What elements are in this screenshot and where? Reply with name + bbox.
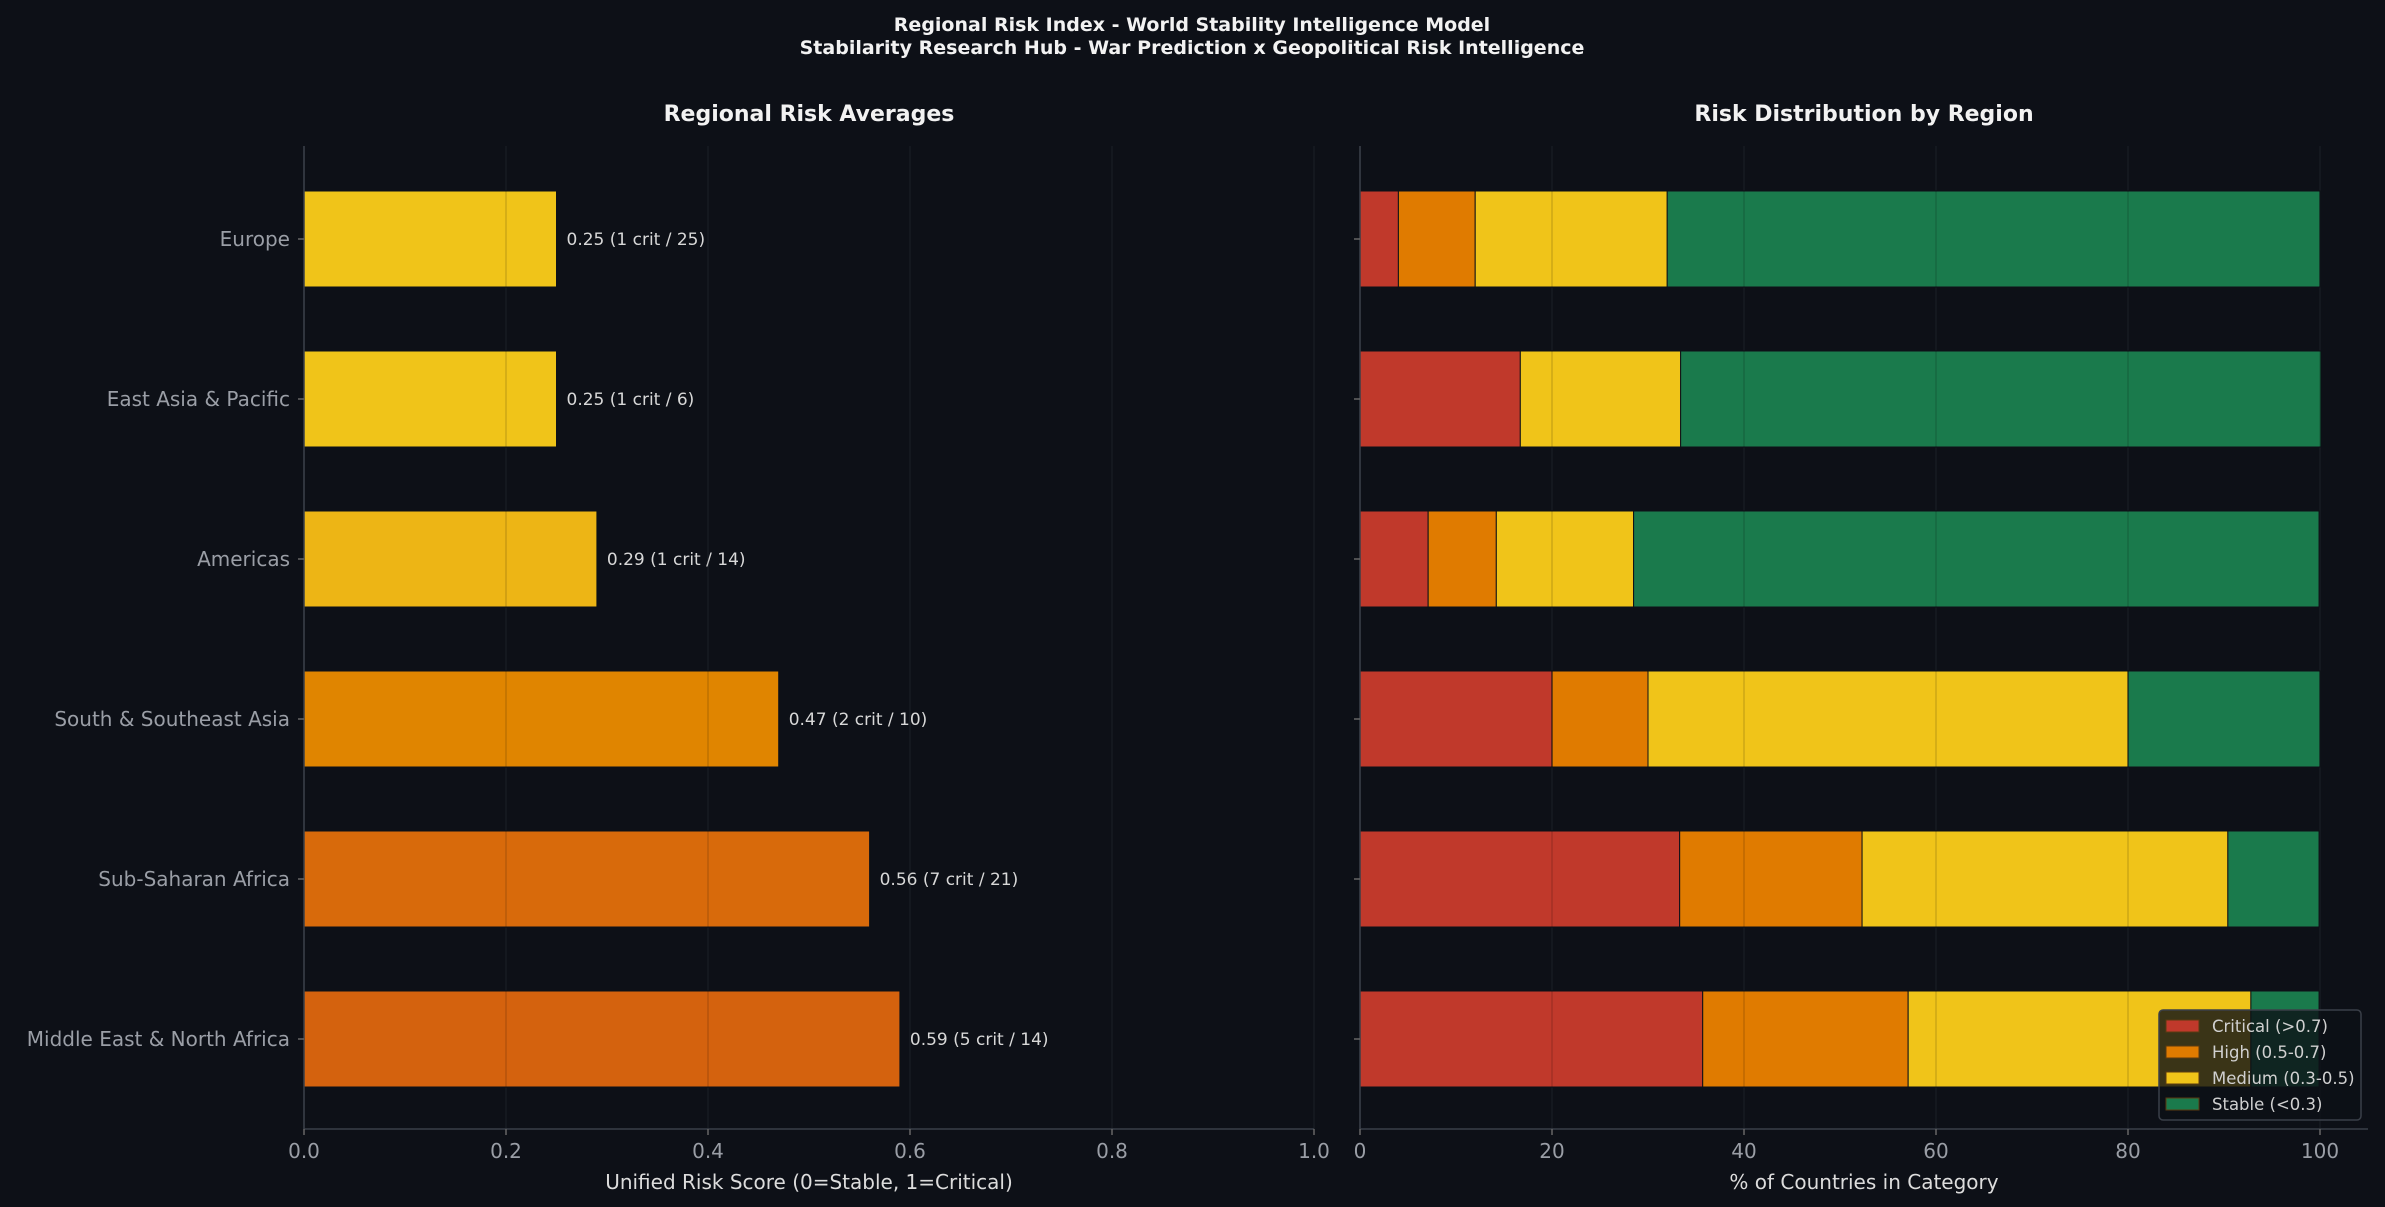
bar-value-label: 0.25 (1 crit / 6): [567, 390, 695, 410]
x-tick-label: 0.0: [288, 1139, 320, 1163]
y-tick-label: East Asia & Pacific: [107, 387, 290, 411]
legend-label: Stable (<0.3): [2212, 1095, 2322, 1114]
left-x-axis-label: Unified Risk Score (0=Stable, 1=Critical…: [605, 1170, 1013, 1194]
bar-europe: [303, 190, 557, 288]
segment-medium: [1861, 830, 2229, 928]
segment-medium: [1474, 190, 1668, 288]
segment-stable: [1666, 190, 2321, 288]
segment-high: [1679, 830, 1863, 928]
legend-label: Critical (>0.7): [2212, 1017, 2328, 1036]
x-tick-label: 0.4: [692, 1139, 724, 1163]
bar-value-label: 0.47 (2 crit / 10): [789, 710, 928, 730]
bar-value-label: 0.25 (1 crit / 25): [567, 230, 706, 250]
segment-stable: [2127, 670, 2321, 768]
segment-stable: [1680, 350, 2322, 448]
legend: Critical (>0.7) High (0.5-0.7) Medium (0.3…: [2158, 1009, 2362, 1121]
bar-sub-saharan-africa: [303, 830, 871, 928]
x-tick-label: 0.8: [1096, 1139, 1128, 1163]
x-tick-label: 0.6: [894, 1139, 926, 1163]
segment-critical: [1359, 190, 1399, 288]
x-tick-label: 100: [2301, 1139, 2339, 1163]
bar-value-label: 0.56 (7 crit / 21): [880, 870, 1019, 890]
y-tick-label: Middle East & North Africa: [27, 1027, 290, 1051]
bar-middle-east-north-africa: [303, 990, 901, 1088]
legend-swatch-medium: [2165, 1071, 2200, 1085]
bar-south-southeast-asia: [303, 670, 780, 768]
segment-high: [1397, 190, 1476, 288]
legend-swatch-high: [2165, 1045, 2200, 1059]
x-tick-label: 80: [2115, 1139, 2140, 1163]
y-tick-label: Europe: [220, 227, 290, 251]
legend-swatch-critical: [2165, 1019, 2200, 1033]
y-tick-label: South & Southeast Asia: [54, 707, 290, 731]
bar-east-asia-pacific: [303, 350, 557, 448]
left-chart-title: Regional Risk Averages: [664, 102, 955, 127]
legend-label: High (0.5-0.7): [2212, 1043, 2326, 1062]
segment-medium: [1647, 670, 2129, 768]
segment-critical: [1359, 830, 1681, 928]
y-tick-label: Americas: [197, 547, 290, 571]
x-tick-label: 40: [1731, 1139, 1756, 1163]
segment-high: [1551, 670, 1649, 768]
x-tick-label: 1.0: [1298, 1139, 1330, 1163]
bar-value-label: 0.29 (1 crit / 14): [607, 550, 746, 570]
left-chart: 0.25 (1 crit / 25) 0.25 (1 crit / 6) 0.29 …: [27, 146, 1330, 1163]
y-tick-label: Sub-Saharan Africa: [98, 867, 290, 891]
legend-swatch-stable: [2165, 1097, 2200, 1111]
segment-high: [1702, 990, 1909, 1088]
segment-stable: [1633, 510, 2320, 608]
legend-label: Medium (0.3-0.5): [2212, 1069, 2355, 1088]
figure-subtitle: Stabilarity Research Hub - War Predictio…: [800, 37, 1585, 59]
segment-critical: [1359, 350, 1521, 448]
right-chart: 0 20 40 60 80 100 Critical (>0.7) High (0.5-0.7…: [1354, 146, 2368, 1163]
segment-critical: [1359, 990, 1704, 1088]
bar-americas: [303, 510, 598, 608]
right-x-axis-label: % of Countries in Category: [1729, 1170, 1998, 1194]
segment-medium: [1495, 510, 1635, 608]
right-chart-title: Risk Distribution by Region: [1694, 102, 2033, 127]
x-tick-label: 60: [1923, 1139, 1948, 1163]
segment-medium: [1519, 350, 1682, 448]
figure-title: Regional Risk Index - World Stability In…: [894, 14, 1490, 36]
segment-critical: [1359, 670, 1553, 768]
x-tick-label: 0: [1354, 1139, 1367, 1163]
segment-critical: [1359, 510, 1429, 608]
segment-stable: [2227, 830, 2320, 928]
segment-high: [1427, 510, 1497, 608]
bar-value-label: 0.59 (5 crit / 14): [910, 1030, 1049, 1050]
x-tick-label: 0.2: [490, 1139, 522, 1163]
legend-box: [2158, 1009, 2362, 1121]
x-tick-label: 20: [1539, 1139, 1564, 1163]
